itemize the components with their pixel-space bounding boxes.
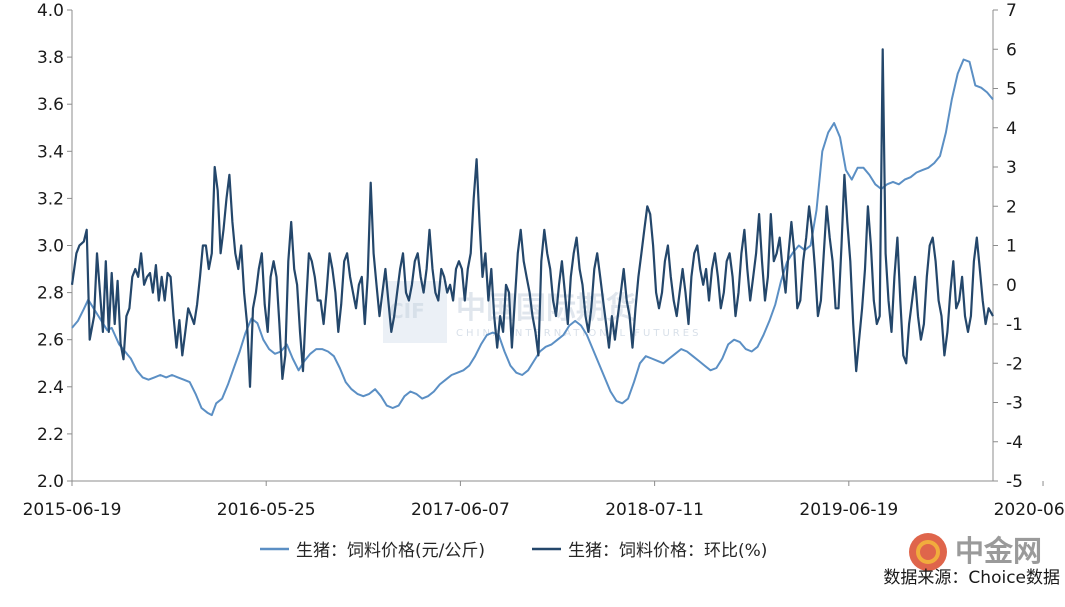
series-line-feed-price <box>71 58 994 417</box>
y-left-tick-label: 4.0 <box>37 1 64 21</box>
y-right-tick-label: 2 <box>1006 197 1017 217</box>
brand-logo: 中金网 <box>909 533 1042 571</box>
y-left-tick-label: 3.6 <box>37 95 64 115</box>
watermark: CIF 中国国际期货 CHINA INTERNATIONAL FUTURES <box>383 281 701 343</box>
y-right-tick-label: 7 <box>1006 1 1017 21</box>
y-right-tick-label: 1 <box>1006 237 1017 257</box>
y-right-tick-label: 0 <box>1006 276 1017 296</box>
watermark-sub-text: CHINA INTERNATIONAL FUTURES <box>456 328 701 339</box>
x-tick-label: 2016-05-25 <box>217 500 316 520</box>
y-right-tick-label: -5 <box>1006 472 1023 492</box>
series-line-feed-mom <box>70 48 994 388</box>
x-tick-label: 2019-06-19 <box>799 500 898 520</box>
y-left-tick-label: 3.0 <box>37 237 64 257</box>
y-right-tick-label: -2 <box>1006 354 1023 374</box>
y-right-tick-label: 4 <box>1006 119 1017 139</box>
y-right-tick-label: 6 <box>1006 40 1017 60</box>
x-tick-label: 2018-07-11 <box>605 500 704 520</box>
y-left-tick-label: 3.2 <box>37 189 64 209</box>
y-left-tick-label: 2.2 <box>37 425 64 445</box>
axes <box>71 10 994 482</box>
brand-logo-inner-icon <box>916 540 940 564</box>
y-left-tick-label: 3.8 <box>37 48 64 68</box>
x-tick-label: 2015-06-19 <box>23 500 122 520</box>
y-right-tick-label: -3 <box>1006 394 1023 414</box>
x-tick-label: 2017-06-07 <box>411 500 510 520</box>
legend: 生猪：饲料价格(元/公斤) 生猪：饲料价格：环比(%) <box>260 541 767 561</box>
x-tick-label: 2020-06-03 <box>994 500 1065 520</box>
y-axis-right-ticks: -5 -4 -3 -2 -1 0 1 2 3 4 5 6 7 <box>993 1 1023 492</box>
y-axis-left-ticks: 2.0 2.2 2.4 2.6 2.8 3.0 3.2 3.4 3.6 3.8 4.0 <box>37 1 72 492</box>
y-left-tick-label: 2.8 <box>37 284 64 304</box>
legend-label-feed-mom: 生猪：饲料价格：环比(%) <box>568 541 767 561</box>
x-axis-ticks: 2015-06-19 2016-05-25 2017-06-07 2018-07-11… <box>23 481 1065 520</box>
source-note: 数据来源：Choice数据 <box>883 568 1060 588</box>
brand-name: 中金网 <box>955 534 1042 568</box>
series-lines <box>70 48 994 417</box>
y-right-tick-label: -1 <box>1006 315 1023 335</box>
y-left-tick-label: 2.6 <box>37 331 64 351</box>
y-right-tick-label: 5 <box>1006 80 1017 100</box>
y-left-tick-label: 2.4 <box>37 378 64 398</box>
y-left-tick-label: 2.0 <box>37 472 64 492</box>
y-right-tick-label: -4 <box>1006 433 1023 453</box>
brand-logo-icon <box>909 533 947 571</box>
y-right-tick-label: 3 <box>1006 158 1017 178</box>
watermark-main-text: 中国国际期货 <box>456 291 636 326</box>
legend-label-feed-price: 生猪：饲料价格(元/公斤) <box>296 541 485 561</box>
y-left-tick-label: 3.4 <box>37 142 64 162</box>
